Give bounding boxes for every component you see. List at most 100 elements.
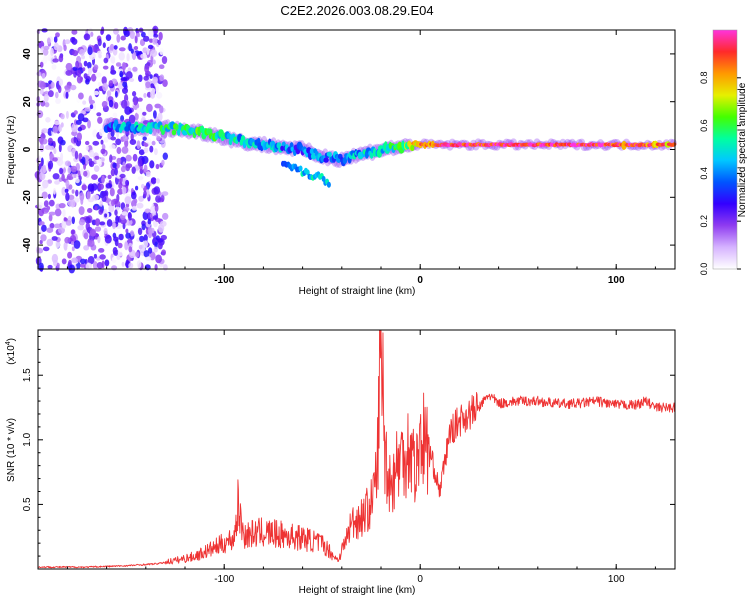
noise-blob xyxy=(38,262,44,272)
noise-blob xyxy=(83,60,88,67)
noise-blob xyxy=(92,261,98,270)
snr-frame xyxy=(37,329,676,570)
noise-blob xyxy=(147,218,152,225)
ridge-cell xyxy=(228,138,233,146)
spectrogram-ylabel: Frequency (Hz) xyxy=(6,116,17,185)
noise-blob xyxy=(47,193,52,200)
noise-blob xyxy=(76,75,83,84)
noise-blob xyxy=(143,190,147,198)
noise-blob xyxy=(100,156,106,163)
noise-blob xyxy=(128,114,136,124)
noise-blob xyxy=(87,61,92,69)
noise-blob xyxy=(104,213,108,218)
noise-blob xyxy=(42,246,50,252)
noise-blob xyxy=(40,234,47,242)
noise-blob xyxy=(52,173,60,180)
noise-blob xyxy=(83,232,89,240)
noise-blob xyxy=(143,35,150,42)
noise-blob xyxy=(64,39,71,45)
noise-blob xyxy=(111,265,118,271)
noise-blob xyxy=(115,138,122,146)
noise-blob xyxy=(63,241,68,251)
noise-blob xyxy=(71,257,78,264)
noise-blob xyxy=(109,43,115,51)
noise-blob xyxy=(90,31,94,37)
noise-blob xyxy=(143,240,148,248)
noise-blob xyxy=(53,188,56,195)
noise-blob xyxy=(128,43,133,52)
noise-blob xyxy=(86,191,91,200)
noise-blob xyxy=(119,173,126,179)
noise-blob xyxy=(118,52,125,61)
noise-blob xyxy=(73,240,81,249)
noise-blob xyxy=(134,198,138,204)
noise-blob xyxy=(137,97,143,102)
noise-blob xyxy=(63,44,67,52)
noise-blob xyxy=(70,241,75,246)
noise-blob xyxy=(124,138,129,148)
noise-blob xyxy=(73,173,77,178)
noise-blob xyxy=(48,211,56,216)
snr-xtick-label: -100 xyxy=(214,574,234,585)
noise-blob xyxy=(106,219,113,227)
noise-blob xyxy=(65,110,69,119)
noise-blob xyxy=(152,210,156,217)
noise-blob xyxy=(129,139,137,145)
noise-blob xyxy=(110,136,117,141)
noise-blob xyxy=(55,98,61,104)
noise-blob xyxy=(136,107,143,115)
noise-blob xyxy=(87,208,93,213)
spectrogram-axes: -100 0 100 -40 -20 0 20 40 xyxy=(22,30,675,286)
noise-blob xyxy=(58,143,62,153)
noise-blob xyxy=(78,206,85,216)
noise-blob xyxy=(121,261,125,267)
noise-blob xyxy=(99,200,103,207)
noise-blob xyxy=(96,112,102,117)
snr-xtick-label: 0 xyxy=(417,574,423,585)
noise-blob xyxy=(45,117,51,123)
noise-blob xyxy=(73,197,80,203)
noise-blob xyxy=(83,170,88,177)
noise-blob xyxy=(85,262,92,270)
ridge-cell xyxy=(410,144,415,152)
noise-blob xyxy=(94,206,98,211)
noise-blob xyxy=(103,57,109,64)
noise-blob xyxy=(118,251,123,257)
noise-blob xyxy=(85,140,90,146)
noise-blob xyxy=(98,248,105,253)
noise-blob xyxy=(61,258,67,265)
noise-blob xyxy=(155,195,162,203)
noise-blob xyxy=(161,56,168,64)
noise-blob xyxy=(60,122,64,128)
noise-blob xyxy=(71,29,78,35)
noise-blob xyxy=(41,191,48,199)
noise-blob xyxy=(102,42,106,49)
noise-blob xyxy=(162,79,168,87)
noise-blob xyxy=(63,217,67,222)
noise-blob xyxy=(38,221,45,226)
noise-blob xyxy=(37,247,44,254)
snr-line-group xyxy=(37,329,676,569)
noise-blob xyxy=(150,177,157,185)
noise-blob xyxy=(94,155,100,160)
noise-blob xyxy=(67,166,71,174)
noise-blob xyxy=(101,76,107,85)
noise-blob xyxy=(68,184,73,190)
noise-blob xyxy=(159,74,165,82)
noise-blob xyxy=(113,45,118,50)
noise-blob xyxy=(139,235,145,243)
noise-blob xyxy=(73,110,78,115)
noise-blob xyxy=(114,209,118,216)
noise-blob xyxy=(108,99,114,108)
noise-blob xyxy=(160,194,165,203)
noise-blob xyxy=(116,34,121,43)
noise-blob xyxy=(155,83,159,93)
noise-blob xyxy=(147,29,154,38)
noise-blob xyxy=(80,263,86,268)
noise-blob xyxy=(122,87,128,94)
branch-cell xyxy=(326,181,331,188)
ridge-cell xyxy=(171,129,177,136)
noise-blob xyxy=(92,129,98,138)
noise-blob xyxy=(101,196,107,203)
noise-blob xyxy=(156,92,163,99)
